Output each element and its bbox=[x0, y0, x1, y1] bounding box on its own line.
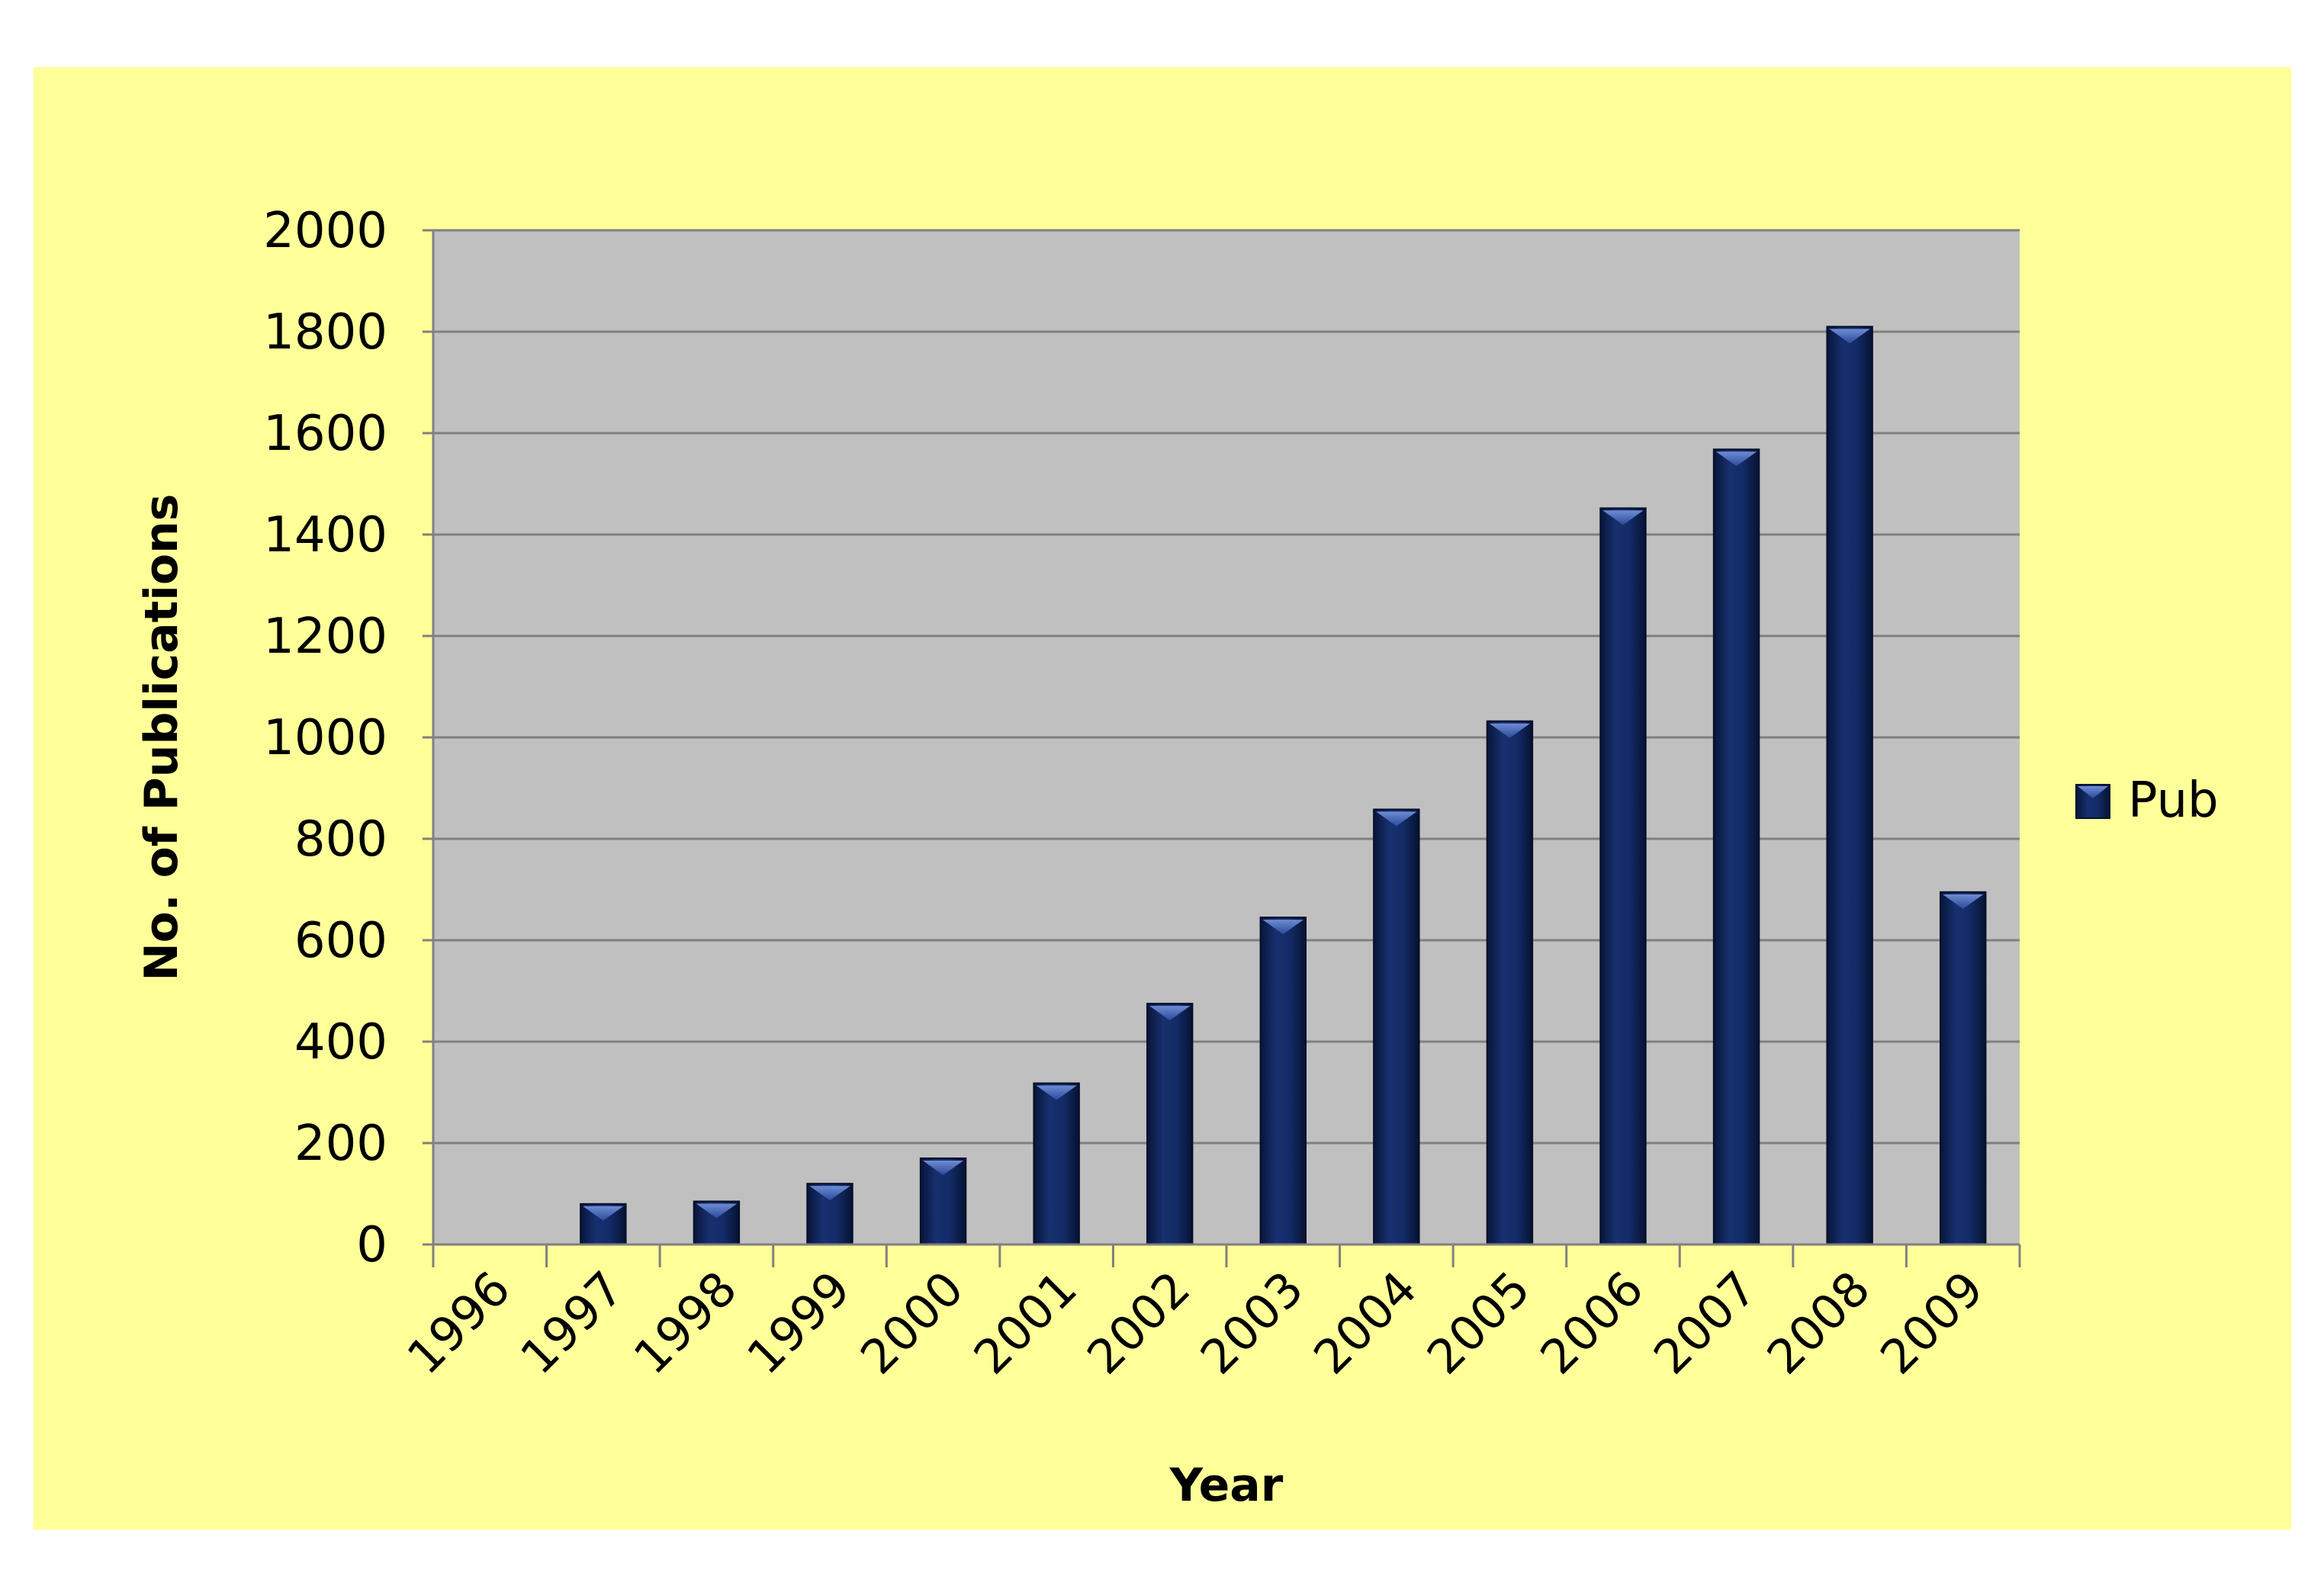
bar-bevel-1997 bbox=[583, 1206, 624, 1221]
bar-bevel-2006 bbox=[1602, 510, 1644, 525]
bar-2008 bbox=[1826, 326, 1873, 1246]
bar-2009 bbox=[1940, 891, 1987, 1245]
legend-label-pub: Pub bbox=[2128, 772, 2219, 829]
y-tick-label-600: 600 bbox=[294, 913, 387, 969]
y-axis-title: No. of Publications bbox=[135, 493, 188, 981]
y-tick-label-400: 400 bbox=[294, 1014, 387, 1071]
y-tick-label-800: 800 bbox=[294, 811, 387, 868]
bar-bevel-2009 bbox=[1943, 894, 1984, 909]
bar-bevel-2001 bbox=[1036, 1085, 1077, 1100]
x-axis-title: Year bbox=[1169, 1459, 1284, 1512]
y-tick-label-0: 0 bbox=[356, 1217, 387, 1273]
bar-2005 bbox=[1486, 720, 1534, 1245]
y-tick-label-200: 200 bbox=[294, 1116, 387, 1172]
bar-2007 bbox=[1712, 448, 1760, 1245]
y-tick-labels: 0 200 400 600 800 1000 1200 1400 1600 1800 2000 bbox=[263, 203, 387, 1273]
y-tick-label-1200: 1200 bbox=[263, 609, 387, 665]
bar-2006 bbox=[1599, 507, 1647, 1245]
bar-2001 bbox=[1033, 1082, 1080, 1246]
bar-bevel-2005 bbox=[1489, 723, 1531, 738]
y-tick-label-1800: 1800 bbox=[263, 304, 387, 361]
bar-bevel-2000 bbox=[922, 1160, 964, 1175]
legend-swatch-bevel bbox=[2078, 786, 2108, 798]
bar-bevel-2002 bbox=[1149, 1006, 1191, 1021]
bars bbox=[580, 326, 1987, 1246]
bar-2004 bbox=[1373, 808, 1420, 1246]
bar-bevel-1998 bbox=[696, 1203, 738, 1219]
bar-2003 bbox=[1259, 917, 1307, 1245]
bar-2000 bbox=[919, 1157, 967, 1245]
bar-bevel-2007 bbox=[1715, 451, 1757, 467]
bar-bevel-2004 bbox=[1376, 811, 1417, 827]
axes bbox=[432, 230, 2021, 1267]
y-tick-label-1400: 1400 bbox=[263, 507, 387, 564]
bar-bevel-2008 bbox=[1829, 329, 1870, 344]
y-tick-label-1000: 1000 bbox=[263, 710, 387, 766]
bar-bevel-2003 bbox=[1262, 920, 1303, 935]
bar-bevel-1999 bbox=[809, 1186, 850, 1201]
y-tick-label-1600: 1600 bbox=[263, 406, 387, 462]
y-tick-label-2000: 2000 bbox=[263, 203, 387, 259]
legend: Pub bbox=[2075, 772, 2219, 829]
bar-2002 bbox=[1146, 1003, 1194, 1245]
